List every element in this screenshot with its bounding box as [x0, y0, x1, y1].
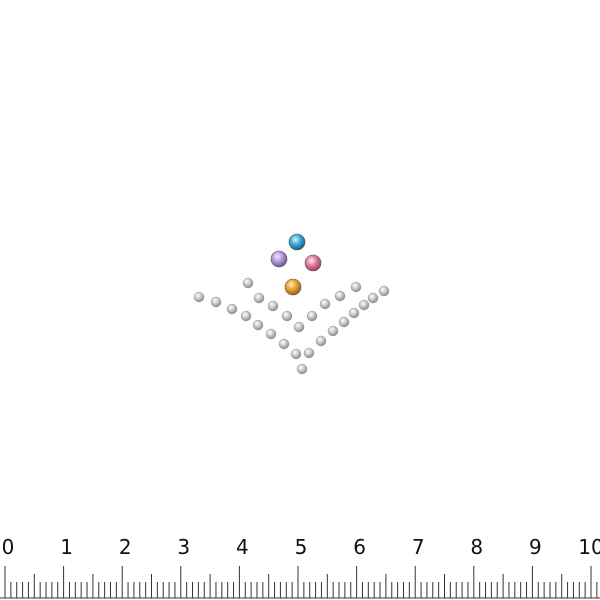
silver-stone [242, 277, 254, 289]
silver-stone [226, 303, 238, 315]
blue-stone [288, 233, 306, 251]
silver-stone [252, 319, 264, 331]
ruler: 0 1 2 3 4 5 6 7 8 9 10 [0, 535, 600, 599]
silver-stone [378, 285, 390, 297]
ruler-label: 7 [412, 535, 425, 559]
silver-stone [290, 348, 302, 360]
pink-stone [304, 254, 322, 272]
silver-stone [253, 292, 265, 304]
ruler-label: 4 [236, 535, 249, 559]
silver-stone [293, 321, 305, 333]
silver-stone [306, 310, 318, 322]
ruler-label: 5 [295, 535, 308, 559]
ruler-label: 8 [470, 535, 483, 559]
silver-stone [319, 298, 331, 310]
ruler-label: 9 [529, 535, 542, 559]
ruler-label: 3 [177, 535, 190, 559]
silver-stone [240, 310, 252, 322]
ruler-label: 0 [2, 535, 15, 559]
silver-stone [267, 300, 279, 312]
orange-stone [284, 278, 302, 296]
silver-stone [315, 335, 327, 347]
ruler-label: 6 [353, 535, 366, 559]
silver-stone [296, 363, 308, 375]
silver-stone [358, 299, 370, 311]
ruler-label: 1 [60, 535, 73, 559]
silver-stone [210, 296, 222, 308]
silver-stone [303, 347, 315, 359]
silver-stone [334, 290, 346, 302]
purple-stone [270, 250, 288, 268]
silver-stone [278, 338, 290, 350]
silver-stone [338, 316, 350, 328]
silver-stone [327, 325, 339, 337]
ruler-label: 2 [119, 535, 132, 559]
silver-stone [265, 328, 277, 340]
silver-stone [350, 281, 362, 293]
silver-stone [193, 291, 205, 303]
silver-stone [348, 307, 360, 319]
ruler-label: 10 [578, 535, 600, 559]
rhinestones [193, 233, 390, 375]
silver-stone [367, 292, 379, 304]
silver-stone [281, 310, 293, 322]
